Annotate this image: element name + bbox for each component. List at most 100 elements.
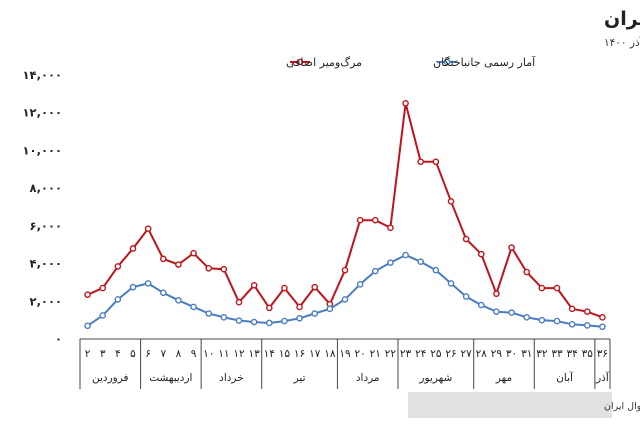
data-point [447,198,455,205]
x-tick-label: ۶ [145,348,151,360]
data-point [144,225,152,232]
x-tick-label: ۲۴ [415,348,426,360]
month-label: شهریور [418,372,452,384]
x-tick-label: ۳۶ [597,348,608,360]
data-point [402,99,409,107]
data-point [265,319,273,327]
y-tick-label: ۱۰,۰۰۰ [23,143,62,157]
x-tick-label: ۳۵ [582,348,594,360]
data-point [175,261,182,268]
chart-subtitle: از ۷ فروردین تا ۵ آذر ۱۴۰۰ [604,36,640,49]
data-point [356,216,364,224]
data-point [144,280,152,287]
x-tick-label: ۲۷ [461,348,473,360]
x-tick-label: ۲۵ [430,348,442,360]
x-tick-label: ۳۲ [536,348,548,360]
data-point [250,318,258,326]
data-point [175,297,182,304]
x-tick-label: ۲۸ [476,348,488,360]
data-point [341,296,349,303]
data-point [114,296,122,303]
data-point [129,283,137,291]
x-tick-label: ۲۱ [370,348,381,360]
data-point [205,264,213,272]
data-point [220,314,228,321]
data-point [462,235,470,243]
data-point [356,281,364,288]
data-point [523,314,531,321]
month-label: آبان [556,371,574,384]
x-tick-label: ۲۳ [400,348,412,360]
series-1 [84,251,606,331]
legend-marker [443,58,451,66]
x-tick-label: ۱۴ [264,348,275,360]
x-tick-label: ۱۱ [218,348,229,360]
data-point [371,267,379,275]
x-tick-label: ۳۳ [551,348,563,360]
data-point [553,284,561,292]
data-point [477,301,485,309]
month-label: مرداد [356,372,380,384]
data-point [341,266,349,274]
data-point [402,251,409,259]
y-tick-label: ۸,۰۰۰ [30,181,62,195]
data-point [311,310,319,317]
data-point [493,290,500,298]
series-0 [84,99,606,321]
x-tick-label: ۲۲ [385,348,397,360]
data-point [523,268,531,276]
data-point [387,224,394,232]
chart-title: قربانیان هفتگی کووید-۱۹ در ایران [604,7,640,30]
x-tick-label: ۱۳ [249,348,261,360]
data-point [387,259,394,266]
data-point [553,317,561,325]
data-point [235,298,243,306]
data-point [538,316,546,324]
data-point [477,250,485,258]
x-tick-label: ۸ [176,348,182,360]
data-point [190,249,197,257]
y-tick-label: ۱۴,۰۰۰ [23,68,62,82]
y-axis-ticks: ۰ ۲,۰۰۰ ۴,۰۰۰ ۶,۰۰۰ ۸,۰۰۰ ۱۰,۰۰۰ ۱۲,۰۰۰ ۱۴,۰۰۰ [23,68,62,346]
legend-label: مرگ‌ومیر اضافی [286,56,362,69]
data-point [250,281,258,289]
data-point [265,304,273,312]
x-tick-label: ۱۵ [279,348,291,360]
data-point [326,305,334,313]
x-tick-label: ۱۶ [294,348,305,360]
data-point [599,314,606,321]
data-point [220,265,228,273]
month-label: خرداد [219,372,244,384]
data-point [538,284,546,292]
series-line [87,102,603,319]
data-point [311,283,319,291]
x-tick-label: ۳ [100,348,106,360]
x-tick-label: ۱۲ [233,348,245,360]
data-point [281,317,288,325]
x-axis: ۲ ۳ ۴ ۵ ۶ ۷ ۸ ۹ ۱۰ ۱۱ ۱۲ ۱۳ ۱۴ ۱۵ ۱۶ ۱۷ ۱۸ ۱۹ ۲۰ ۲۱ ۲۲ ۲۳ ۲۴ ۲۵… [79,338,611,389]
data-point [508,309,515,316]
data-point [432,158,440,166]
data-point [296,314,303,322]
data-point [417,258,425,265]
data-point [493,308,500,315]
x-tick-label: ۹ [191,348,197,360]
x-tick-label: ۱۹ [339,348,351,360]
y-tick-label: ۰ [55,332,62,346]
x-tick-label: ۲ [85,348,91,360]
data-point [568,320,576,328]
x-tick-label: ۴ [115,348,121,360]
data-point [583,322,591,329]
x-tick-label: ۱۸ [324,348,336,360]
y-tick-label: ۲,۰۰۰ [30,294,62,308]
x-tick-label: ۲۰ [355,348,366,360]
month-label: تیر [293,372,306,384]
data-point [281,284,288,292]
y-tick-label: ۱۲,۰۰۰ [23,106,62,120]
month-label: اردیبهشت [149,372,192,384]
data-point [296,303,303,311]
x-tick-label: ۲۹ [491,348,503,360]
data-point [84,291,91,298]
x-tick-label: ۲۶ [445,348,456,360]
